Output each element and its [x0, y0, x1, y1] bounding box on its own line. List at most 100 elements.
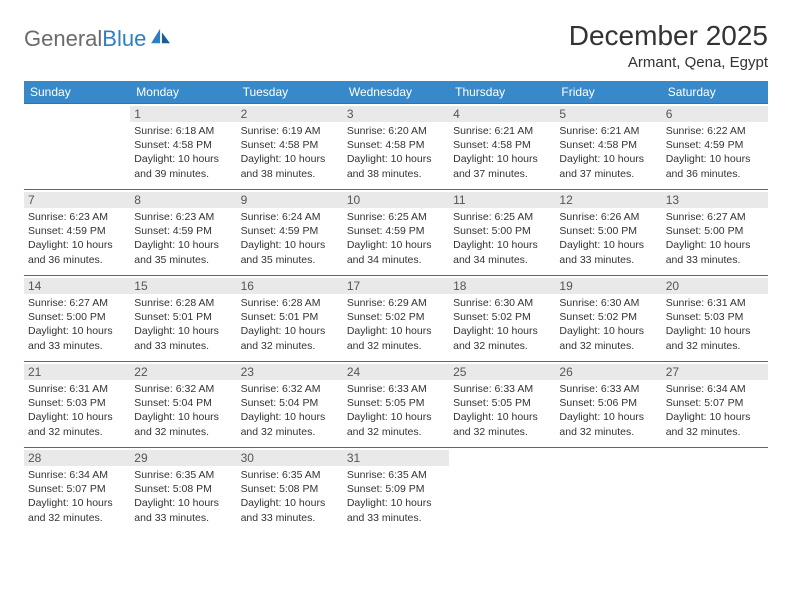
day-info-line: and 33 minutes.	[134, 511, 232, 525]
day-info-line: Sunrise: 6:34 AM	[666, 382, 764, 396]
day-info: Sunrise: 6:21 AMSunset: 4:58 PMDaylight:…	[559, 124, 657, 181]
day-info-line: and 35 minutes.	[134, 253, 232, 267]
day-info-line: Sunrise: 6:24 AM	[241, 210, 339, 224]
day-info: Sunrise: 6:19 AMSunset: 4:58 PMDaylight:…	[241, 124, 339, 181]
day-info-line: Daylight: 10 hours	[241, 324, 339, 338]
day-number: 24	[343, 364, 449, 380]
day-info: Sunrise: 6:32 AMSunset: 5:04 PMDaylight:…	[241, 382, 339, 439]
day-info-line: Daylight: 10 hours	[559, 324, 657, 338]
day-info-line: Daylight: 10 hours	[134, 152, 232, 166]
day-info-line: Daylight: 10 hours	[134, 496, 232, 510]
weekday-header: Tuesday	[237, 81, 343, 104]
day-number: 23	[237, 364, 343, 380]
calendar-cell	[24, 104, 130, 190]
day-info-line: and 38 minutes.	[241, 167, 339, 181]
day-info-line: Sunset: 5:07 PM	[666, 396, 764, 410]
day-info-line: and 35 minutes.	[241, 253, 339, 267]
day-info-line: Sunset: 5:00 PM	[559, 224, 657, 238]
day-info-line: Sunrise: 6:30 AM	[453, 296, 551, 310]
day-info-line: Sunrise: 6:18 AM	[134, 124, 232, 138]
calendar-week-row: 28 Sunrise: 6:34 AMSunset: 5:07 PMDayligh…	[24, 448, 768, 534]
day-info-line: Sunset: 5:08 PM	[134, 482, 232, 496]
location: Armant, Qena, Egypt	[569, 54, 768, 71]
day-info: Sunrise: 6:34 AMSunset: 5:07 PMDaylight:…	[28, 468, 126, 525]
day-info-line: Sunset: 4:58 PM	[241, 138, 339, 152]
day-info-line: Sunset: 5:00 PM	[453, 224, 551, 238]
calendar-cell: 24 Sunrise: 6:33 AMSunset: 5:05 PMDayligh…	[343, 362, 449, 448]
day-info: Sunrise: 6:23 AMSunset: 4:59 PMDaylight:…	[28, 210, 126, 267]
day-info-line: Sunrise: 6:33 AM	[559, 382, 657, 396]
day-info: Sunrise: 6:27 AMSunset: 5:00 PMDaylight:…	[666, 210, 764, 267]
day-info: Sunrise: 6:28 AMSunset: 5:01 PMDaylight:…	[241, 296, 339, 353]
calendar-week-row: 1 Sunrise: 6:18 AM Sunset: 4:58 PM Daylight…	[24, 104, 768, 190]
day-info: Sunrise: 6:25 AMSunset: 5:00 PMDaylight:…	[453, 210, 551, 267]
day-number: 13	[662, 192, 768, 208]
logo-word1: General	[24, 26, 102, 51]
day-info-line: Daylight: 10 hours	[666, 152, 764, 166]
day-number: 4	[449, 106, 555, 122]
day-number: 1	[130, 106, 236, 122]
day-info-line: and 36 minutes.	[28, 253, 126, 267]
day-info-line: Sunset: 5:02 PM	[559, 310, 657, 324]
day-info-line: Daylight: 10 hours	[666, 410, 764, 424]
day-number: 19	[555, 278, 661, 294]
title-block: December 2025 Armant, Qena, Egypt	[569, 20, 768, 71]
day-info: Sunrise: 6:24 AMSunset: 4:59 PMDaylight:…	[241, 210, 339, 267]
day-info-line: Sunset: 4:59 PM	[134, 224, 232, 238]
day-info-line: Sunrise: 6:33 AM	[347, 382, 445, 396]
calendar-body: 1 Sunrise: 6:18 AM Sunset: 4:58 PM Daylight…	[24, 104, 768, 534]
day-info-line: Sunrise: 6:31 AM	[28, 382, 126, 396]
day-info-line: Sunrise: 6:35 AM	[347, 468, 445, 482]
day-info-line: Daylight: 10 hours	[453, 410, 551, 424]
day-info-line: Sunset: 4:58 PM	[559, 138, 657, 152]
day-info-line: and 36 minutes.	[666, 167, 764, 181]
day-info-line: Sunrise: 6:25 AM	[347, 210, 445, 224]
calendar-week-row: 14Sunrise: 6:27 AMSunset: 5:00 PMDayligh…	[24, 276, 768, 362]
calendar-cell: 29Sunrise: 6:35 AMSunset: 5:08 PMDayligh…	[130, 448, 236, 534]
calendar-cell: 26Sunrise: 6:33 AMSunset: 5:06 PMDayligh…	[555, 362, 661, 448]
day-info-line: and 32 minutes.	[241, 339, 339, 353]
day-info: Sunrise: 6:20 AMSunset: 4:58 PMDaylight:…	[347, 124, 445, 181]
calendar-cell: 31Sunrise: 6:35 AMSunset: 5:09 PMDayligh…	[343, 448, 449, 534]
day-info-line: and 32 minutes.	[28, 511, 126, 525]
day-info-line: and 32 minutes.	[559, 425, 657, 439]
day-info-line: Sunset: 5:04 PM	[134, 396, 232, 410]
logo-text: GeneralBlue	[24, 26, 146, 52]
day-info-line: Sunrise: 6:23 AM	[28, 210, 126, 224]
day-info-line: Daylight: 10 hours	[28, 324, 126, 338]
day-info-line: Daylight: 10 hours	[241, 496, 339, 510]
day-info: Sunrise: 6:30 AMSunset: 5:02 PMDaylight:…	[453, 296, 551, 353]
day-info-line: Sunset: 5:00 PM	[666, 224, 764, 238]
calendar-cell: 25 Sunrise: 6:33 AMSunset: 5:05 PMDayligh…	[449, 362, 555, 448]
day-info-line: and 32 minutes.	[241, 425, 339, 439]
calendar-cell: 13 Sunrise: 6:27 AMSunset: 5:00 PMDayligh…	[662, 190, 768, 276]
day-info-line: and 33 minutes.	[28, 339, 126, 353]
day-info: Sunrise: 6:33 AMSunset: 5:05 PMDaylight:…	[347, 382, 445, 439]
day-number: 28	[24, 450, 130, 466]
day-info-line: and 33 minutes.	[241, 511, 339, 525]
calendar-cell: 5 Sunrise: 6:21 AMSunset: 4:58 PMDaylight…	[555, 104, 661, 190]
day-info-line: and 32 minutes.	[347, 339, 445, 353]
weekday-header: Saturday	[662, 81, 768, 104]
day-info-line: Daylight: 10 hours	[241, 410, 339, 424]
day-info: Sunrise: 6:23 AMSunset: 4:59 PMDaylight:…	[134, 210, 232, 267]
day-info: Sunrise: 6:33 AMSunset: 5:05 PMDaylight:…	[453, 382, 551, 439]
day-info-line: Sunrise: 6:21 AM	[559, 124, 657, 138]
day-number: 10	[343, 192, 449, 208]
day-number: 8	[130, 192, 236, 208]
day-info-line: and 34 minutes.	[453, 253, 551, 267]
day-info-line: Sunrise: 6:32 AM	[134, 382, 232, 396]
calendar-cell: 21Sunrise: 6:31 AMSunset: 5:03 PMDayligh…	[24, 362, 130, 448]
calendar-cell	[662, 448, 768, 534]
day-info: Sunrise: 6:25 AMSunset: 4:59 PMDaylight:…	[347, 210, 445, 267]
day-info-line: Sunrise: 6:27 AM	[28, 296, 126, 310]
calendar-week-row: 21Sunrise: 6:31 AMSunset: 5:03 PMDayligh…	[24, 362, 768, 448]
day-number: 25	[449, 364, 555, 380]
day-info-line: Sunrise: 6:22 AM	[666, 124, 764, 138]
calendar-cell: 30Sunrise: 6:35 AMSunset: 5:08 PMDayligh…	[237, 448, 343, 534]
day-info-line: Sunrise: 6:27 AM	[666, 210, 764, 224]
day-info-line: and 32 minutes.	[347, 425, 445, 439]
calendar-cell: 18Sunrise: 6:30 AMSunset: 5:02 PMDayligh…	[449, 276, 555, 362]
day-number: 5	[555, 106, 661, 122]
day-info-line: and 33 minutes.	[347, 511, 445, 525]
